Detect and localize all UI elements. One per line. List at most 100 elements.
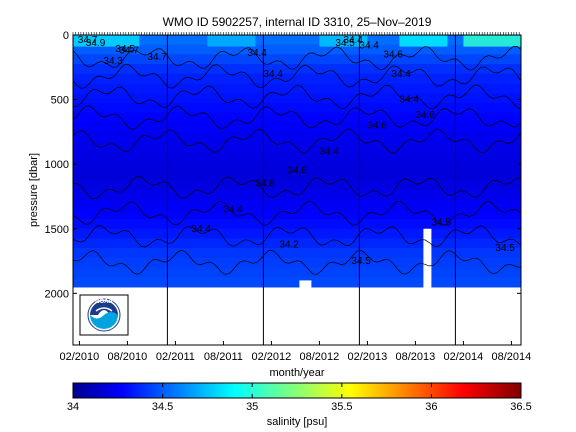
contour-line xyxy=(73,249,521,275)
salinity-band xyxy=(73,219,521,230)
contour-line xyxy=(73,46,521,71)
contour-label: 34.4 xyxy=(319,146,339,157)
surface-patch xyxy=(73,35,140,47)
contour-label: 34.7 xyxy=(147,52,167,63)
colorbar-gradient xyxy=(72,382,522,399)
contour-label: 34.4 xyxy=(223,204,243,215)
contour-labels: 34.734.934.334.734.734.534.434.434.534.4… xyxy=(78,35,516,267)
salinity-band xyxy=(73,93,521,104)
x-axis-label: month/year xyxy=(269,367,324,379)
colorbar: 34 34.5 35 35.5 36 36.5 salinity [psu] xyxy=(67,382,532,428)
plot-area: 34.734.934.334.734.734.534.434.434.534.4… xyxy=(73,35,521,345)
colorbar-ticks: 34 34.5 35 35.5 36 36.5 xyxy=(67,383,532,413)
x-tick-label: 08/2011 xyxy=(204,351,243,363)
colorbar-tick-label: 36.5 xyxy=(510,401,531,413)
year-boundary-lines xyxy=(166,35,456,345)
salinity-band xyxy=(73,35,521,46)
salinity-band xyxy=(73,83,521,94)
x-tick-label: 02/2010 xyxy=(60,351,100,363)
colorbar-tick-label: 35.5 xyxy=(331,401,352,413)
salinity-band xyxy=(73,160,521,172)
salinity-band xyxy=(73,73,521,85)
y-tick-label: 2000 xyxy=(45,288,69,300)
colorbar-tick-label: 35 xyxy=(246,401,258,413)
contour-label: 34.4 xyxy=(191,224,211,235)
contour-label: 34.5 xyxy=(495,243,515,254)
contour-lines xyxy=(73,46,521,275)
x-axis: 02/2010 08/2010 02/2011 08/2011 02/2012 08/20… xyxy=(60,341,532,363)
salinity-band xyxy=(73,257,521,269)
contour-line xyxy=(73,64,521,89)
surface-patches xyxy=(73,35,521,47)
plot-frame xyxy=(72,34,522,346)
x-tick-label: 08/2010 xyxy=(108,351,148,363)
x-tick-label: 02/2011 xyxy=(156,351,195,363)
contour-label: 34.5 xyxy=(115,44,135,55)
contour-line xyxy=(73,84,521,110)
contour-label: 34.9 xyxy=(86,38,106,49)
salinity-band xyxy=(73,267,521,278)
salinity-band xyxy=(73,131,521,143)
x-tick-label: 08/2013 xyxy=(396,351,436,363)
y-tick-label: 1500 xyxy=(45,224,69,236)
profile-gap xyxy=(299,280,312,288)
contour-label: 34.4 xyxy=(247,48,267,59)
contour-label: 34.6 xyxy=(367,120,387,131)
surface-patch xyxy=(319,35,368,47)
noaa-logo: NOAA xyxy=(79,294,129,336)
salinity-band xyxy=(73,199,521,210)
salinity-band xyxy=(73,44,521,55)
logo-text: NOAA xyxy=(95,299,113,305)
salinity-band xyxy=(73,170,521,181)
chart-title: WMO ID 5902257, internal ID 3310, 25–Nov… xyxy=(163,15,432,29)
salinity-band xyxy=(73,228,521,240)
salinity-band xyxy=(73,238,521,249)
contour-line xyxy=(73,200,521,226)
profile-gap xyxy=(423,228,432,288)
y-tick-label: 1000 xyxy=(45,159,69,171)
colorbar-tick-label: 36 xyxy=(425,401,437,413)
salinity-band xyxy=(73,122,521,133)
contour-label: 34.5 xyxy=(335,38,355,49)
y-tick-label: 500 xyxy=(51,95,69,107)
contour-label: 34.7 xyxy=(119,46,139,57)
contour-line xyxy=(73,128,521,154)
salinity-band xyxy=(73,141,521,152)
contour-label: 34.2 xyxy=(279,239,299,250)
contour-label: 34.4 xyxy=(343,35,363,46)
contour-label: 34.4 xyxy=(359,40,379,51)
contour-label: 34.3 xyxy=(103,56,123,67)
salinity-band xyxy=(73,180,521,191)
x-tick-label: 08/2012 xyxy=(300,351,340,363)
salinity-band xyxy=(73,102,521,114)
contour-line xyxy=(73,175,521,200)
contour-label: 34.6 xyxy=(287,166,307,177)
profile-ticks xyxy=(72,32,520,35)
y-axis: 0 500 1000 1500 2000 xyxy=(45,30,521,300)
y-axis-label: pressure [dbar] xyxy=(28,153,40,227)
colorbar-tick-label: 34.5 xyxy=(152,401,173,413)
surface-patch xyxy=(399,35,448,47)
x-tick-label: 02/2012 xyxy=(252,351,292,363)
surface-patch xyxy=(463,35,521,47)
contour-label: 34.6 xyxy=(383,49,403,60)
salinity-band xyxy=(73,112,521,123)
contour-label: 34.8 xyxy=(255,179,275,190)
contour-label: 34.4 xyxy=(263,69,283,80)
contour-label: 34.7 xyxy=(78,35,98,46)
contour-label: 34.5 xyxy=(431,217,451,228)
contour-label: 34.4 xyxy=(399,95,419,106)
surface-patch xyxy=(207,35,256,47)
contour-line xyxy=(73,105,521,130)
contour-line xyxy=(73,225,521,248)
colorbar-tick-label: 34 xyxy=(67,401,79,413)
contour-label: 34.6 xyxy=(415,110,435,121)
x-tick-label: 08/2014 xyxy=(492,351,532,363)
contour-label: 34.5 xyxy=(351,256,371,267)
x-tick-label: 02/2014 xyxy=(444,351,484,363)
salinity-band xyxy=(73,64,521,75)
colorbar-label: salinity [psu] xyxy=(267,416,328,428)
salinity-band xyxy=(73,54,521,65)
salinity-band xyxy=(73,151,521,162)
